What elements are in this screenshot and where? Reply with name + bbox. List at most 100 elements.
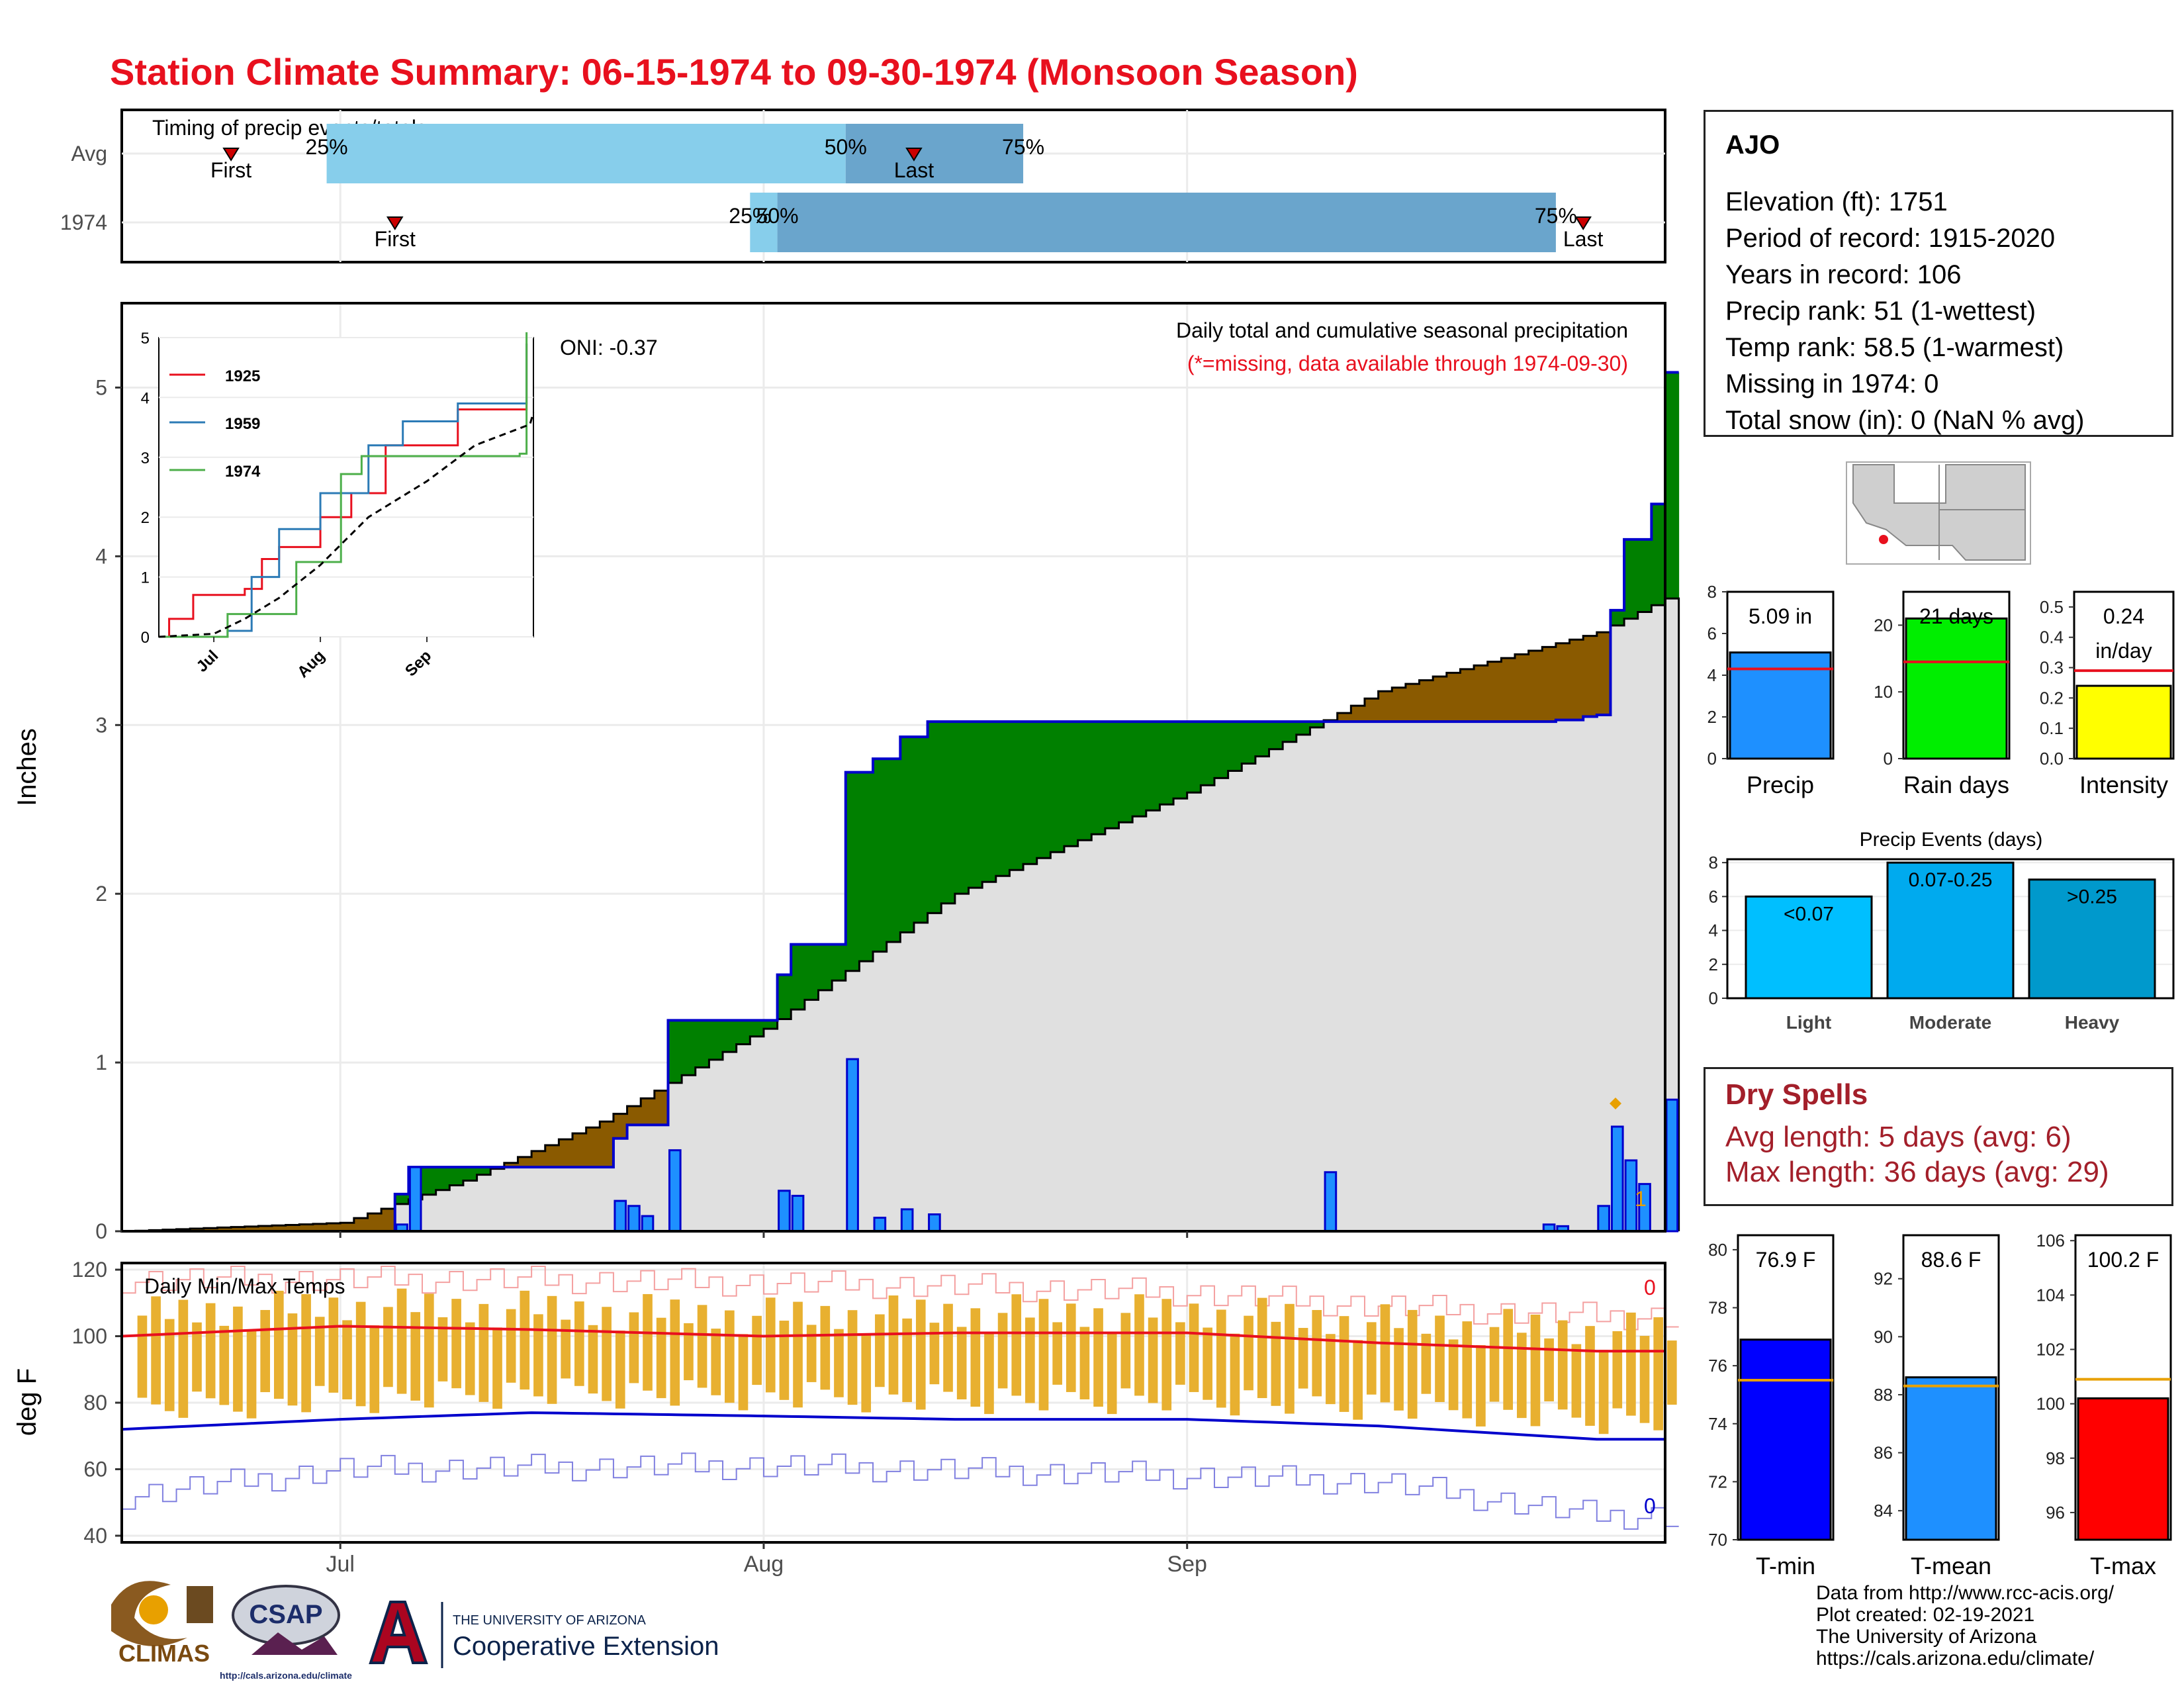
pct-label-50: 50% bbox=[825, 135, 867, 159]
precip-total-value-label: 5.09 in bbox=[1749, 604, 1812, 628]
above-average-area bbox=[1009, 722, 1024, 870]
daily-temp-range-bar bbox=[410, 1312, 421, 1401]
daily-precip-bar bbox=[778, 1190, 791, 1233]
cumulative-area bbox=[695, 1067, 709, 1231]
events-tick-label: 2 bbox=[1709, 955, 1718, 974]
station-years: Years in record: 106 bbox=[1725, 260, 1962, 289]
daily-temp-range-bar bbox=[1134, 1294, 1144, 1396]
daily-temp-range-bar bbox=[847, 1310, 858, 1405]
tmax-bar bbox=[2077, 1397, 2169, 1541]
station-missing: Missing in 1974: 0 bbox=[1725, 369, 1939, 399]
above-average-area bbox=[1214, 722, 1229, 778]
pct-label-25: 25% bbox=[306, 135, 348, 159]
above-average-area bbox=[873, 759, 887, 952]
temp-y-tick-label: 80 bbox=[83, 1391, 107, 1415]
precip-total-tick-label: 6 bbox=[1707, 624, 1717, 643]
daily-temp-range-bar bbox=[1011, 1294, 1022, 1396]
cumulative-area bbox=[777, 1019, 792, 1231]
daily-temp-range-bar bbox=[520, 1290, 530, 1390]
cumulative-area bbox=[559, 1167, 573, 1231]
daily-temp-range-bar bbox=[328, 1297, 339, 1393]
daily-temp-range-bar bbox=[738, 1334, 749, 1411]
daily-temp-range-bar bbox=[574, 1301, 584, 1386]
daily-temp-range-bar bbox=[1571, 1344, 1582, 1418]
daily-temp-range-bar bbox=[1271, 1321, 1281, 1406]
intensity-title: Intensity bbox=[2079, 771, 2168, 798]
below-average-area bbox=[1364, 698, 1379, 722]
month-tick-label: Jul bbox=[326, 1552, 354, 1577]
daily-temp-range-bar bbox=[1516, 1333, 1527, 1419]
daily-temp-range-bar bbox=[793, 1301, 803, 1408]
above-average-area bbox=[682, 1020, 696, 1076]
first-event-marker bbox=[386, 216, 404, 230]
precip-total-tick-label: 4 bbox=[1707, 665, 1717, 685]
daily-temp-range-bar bbox=[1421, 1333, 1432, 1394]
intensity-tick-label: 0.2 bbox=[2040, 688, 2064, 708]
dry-spells-avg: Avg length: 5 days (avg: 6) bbox=[1725, 1121, 2071, 1153]
daily-temp-range-bar bbox=[684, 1323, 694, 1381]
temp-panel-frame bbox=[120, 1262, 1666, 1544]
above-average-area bbox=[1173, 722, 1188, 799]
above-average-area bbox=[750, 1020, 764, 1037]
last-event-marker bbox=[1574, 216, 1592, 230]
daily-temp-range-bar bbox=[1120, 1313, 1131, 1389]
below-average-area bbox=[1419, 680, 1433, 722]
rain-days-value-label: 21 days bbox=[1919, 604, 1993, 628]
daily-temp-range-bar bbox=[369, 1325, 380, 1413]
y-tick-label: 0 bbox=[95, 1219, 107, 1243]
y-tick-label: 2 bbox=[95, 882, 107, 906]
daily-temp-range-bar bbox=[219, 1325, 230, 1405]
daily-temp-range-bar bbox=[643, 1293, 653, 1391]
precip-total-tick-label: 2 bbox=[1707, 707, 1717, 727]
daily-temp-range-bar bbox=[1312, 1309, 1322, 1397]
cumulative-area bbox=[927, 913, 942, 1231]
count-label: 1 bbox=[1635, 1187, 1647, 1211]
above-average-area bbox=[968, 722, 983, 888]
credits: Data from http://www.rcc-acis.org/ Plot … bbox=[1816, 1582, 2114, 1669]
cumulative-area bbox=[1173, 798, 1188, 1231]
cumulative-area bbox=[1651, 605, 1666, 1231]
daily-temp-range-bar bbox=[1448, 1339, 1459, 1411]
below-average-area bbox=[1460, 669, 1475, 722]
below-average-area bbox=[1392, 687, 1406, 722]
dry-spells-panel: Dry Spells Avg length: 5 days (avg: 6) M… bbox=[1704, 1067, 2173, 1206]
daily-precip-bar bbox=[900, 1208, 914, 1233]
tmax-value-label: 100.2 F bbox=[2087, 1248, 2160, 1272]
climas-logo bbox=[111, 1581, 187, 1646]
above-average-area bbox=[394, 1194, 409, 1204]
daily-temp-range-bar bbox=[1066, 1303, 1076, 1392]
daily-temp-range-bar bbox=[1476, 1345, 1486, 1427]
tmin-bar bbox=[1739, 1338, 1832, 1541]
events-tick-label: 8 bbox=[1709, 853, 1718, 872]
below-average-area bbox=[641, 1098, 655, 1125]
cumulative-area bbox=[1419, 722, 1433, 1231]
above-average-area bbox=[1651, 504, 1666, 606]
daily-temp-range-bar bbox=[1189, 1303, 1199, 1392]
intensity-tick-label: 0.1 bbox=[2040, 718, 2064, 738]
above-average-area bbox=[1077, 722, 1092, 841]
above-average-area bbox=[1105, 722, 1120, 829]
daily-temp-range-bar bbox=[492, 1327, 502, 1409]
above-average-area bbox=[954, 722, 970, 894]
above-average-area bbox=[763, 1020, 778, 1029]
daily-precip-bar bbox=[1597, 1205, 1610, 1233]
tmean-tick-label: 86 bbox=[1874, 1443, 1893, 1463]
cumulative-area bbox=[1637, 612, 1652, 1231]
below-average-area bbox=[1337, 713, 1351, 722]
cumulative-area bbox=[1528, 722, 1543, 1231]
ua-name: THE UNIVERSITY OF ARIZONA bbox=[453, 1613, 647, 1628]
above-average-area bbox=[1050, 722, 1065, 853]
above-average-area bbox=[1624, 539, 1639, 619]
daily-temp-range-bar bbox=[1598, 1350, 1609, 1434]
daily-temp-range-bar bbox=[1544, 1338, 1554, 1401]
temp-y-axis-title: deg F bbox=[13, 1368, 42, 1436]
cumulative-area bbox=[435, 1190, 450, 1231]
tmax-tick-label: 106 bbox=[2036, 1231, 2065, 1250]
above-average-area bbox=[1036, 722, 1051, 859]
below-average-area bbox=[613, 1113, 628, 1139]
temp-y-tick-label: 120 bbox=[72, 1258, 107, 1282]
credit-plot-date: Plot created: 02-19-2021 bbox=[1816, 1604, 2035, 1626]
above-average-area bbox=[886, 759, 901, 943]
cumulative-area bbox=[1064, 846, 1079, 1231]
